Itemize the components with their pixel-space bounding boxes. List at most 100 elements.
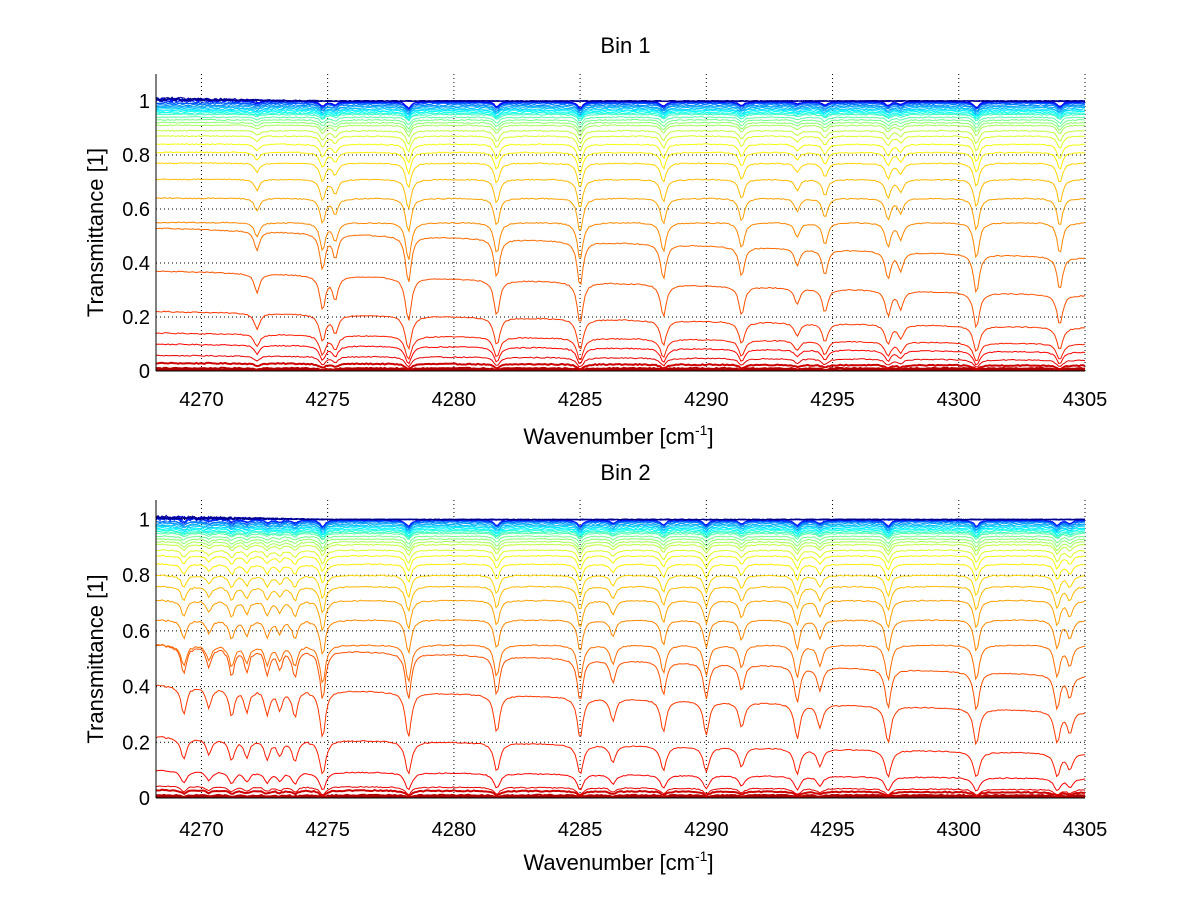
spectrum-line [155, 129, 1086, 146]
x-axis-label-suffix: ] [707, 424, 713, 449]
x-tick-label: 4285 [558, 819, 603, 841]
x-axis-label: Wavenumber [cm-1] [523, 422, 713, 449]
spectrum-line [155, 684, 1086, 746]
spectrum-line [155, 530, 1086, 540]
spectrum-line [155, 526, 1086, 535]
spectrum-line [155, 135, 1086, 153]
spectrum-line [155, 585, 1086, 614]
spectrum-line [155, 104, 1086, 112]
y-tick-label: 0 [139, 361, 150, 383]
spectrum-line [155, 785, 1086, 796]
y-tick-labels: 0 0.2 0.4 0.6 0.8 1 [122, 509, 150, 810]
spectrum-line [155, 514, 1085, 521]
x-tick-label: 4295 [810, 389, 855, 411]
spectrum-line [155, 532, 1086, 541]
x-axis-label-suffix: ] [707, 850, 713, 875]
spectrum-line [155, 525, 1086, 534]
y-tick-label: 0.8 [122, 565, 150, 587]
x-axis-label: Wavenumber [cm-1] [523, 848, 713, 875]
spectrum-line [155, 112, 1086, 121]
spectrum-line [155, 562, 1086, 584]
spectrum-line [156, 574, 1086, 600]
x-tick-label: 4275 [305, 819, 350, 841]
x-tick-label: 4305 [1063, 819, 1108, 841]
y-tick-label: 0.2 [122, 732, 150, 754]
y-tick-label: 1 [139, 509, 150, 531]
spectrum-line [155, 619, 1086, 655]
y-tick-label: 1 [139, 91, 150, 113]
spectrum-line [155, 524, 1086, 533]
spectrum-line [155, 769, 1086, 792]
spectrum-line [155, 521, 1086, 530]
spectrum-line [155, 736, 1086, 779]
y-tick-label: 0.8 [122, 145, 150, 167]
x-tick-label: 4290 [684, 389, 729, 411]
y-axis-label: Transmittance [1] [83, 574, 108, 743]
spectrum-line [155, 643, 1086, 684]
spectra-series [155, 514, 1086, 799]
spectrum-line [156, 540, 1086, 553]
spectrum-line [155, 105, 1086, 114]
x-tick-label: 4275 [305, 389, 350, 411]
y-tick-labels: 0 0.2 0.4 0.6 0.8 1 [122, 91, 150, 383]
axes-lines [155, 74, 1085, 372]
spectrum-line [155, 537, 1086, 549]
x-axis-label-superscript: -1 [695, 848, 708, 864]
y-tick-label: 0.4 [122, 253, 150, 275]
x-axis-label-text: Wavenumber [cm [523, 424, 695, 449]
x-tick-label: 4300 [937, 389, 982, 411]
spectrum-line [155, 118, 1086, 130]
spectrum-line [155, 197, 1086, 234]
spectrum-line [155, 97, 1086, 111]
spectrum-line [155, 543, 1086, 557]
spectrum-line [155, 121, 1086, 133]
spectrum-line [155, 535, 1086, 545]
x-tick-label: 4280 [432, 819, 477, 841]
spectrum-line [155, 270, 1086, 329]
spectrum-line [155, 343, 1086, 366]
plot-title: Bin 2 [600, 460, 650, 485]
y-axis-label: Transmittance [1] [83, 148, 108, 317]
spectrum-line [155, 162, 1086, 189]
spectrum-line [155, 108, 1086, 116]
spectrum-line [156, 522, 1086, 531]
x-tick-labels: 4270 4275 4280 4285 4290 4295 4300 4305 [179, 819, 1107, 841]
spectrum-line [155, 366, 1086, 372]
spectrum-line [155, 354, 1086, 368]
x-axis-label-text: Wavenumber [cm [523, 850, 695, 875]
spectrum-line [155, 143, 1086, 164]
spectrum-line [155, 549, 1086, 565]
spectrum-line [155, 116, 1086, 126]
x-tick-label: 4285 [558, 389, 603, 411]
spectrum-line [155, 113, 1086, 122]
spectrum-line [155, 795, 1086, 799]
spectrum-line [155, 151, 1086, 176]
x-tick-label: 4305 [1063, 389, 1108, 411]
spectrum-line [155, 96, 1086, 103]
spectrum-line [155, 332, 1086, 362]
spectrum-line [155, 178, 1086, 211]
spectrum-line [155, 528, 1086, 537]
x-tick-label: 4290 [684, 819, 729, 841]
x-tick-label: 4300 [937, 819, 982, 841]
spectrum-line [155, 227, 1086, 294]
spectrum-line [156, 310, 1086, 353]
spectrum-line [155, 554, 1086, 573]
spectrum-line [155, 529, 1086, 538]
spectrum-line [155, 124, 1086, 138]
spectrum-line [155, 599, 1086, 632]
x-tick-label: 4270 [179, 389, 224, 411]
spectrum-line [155, 221, 1086, 260]
x-axis-label-superscript: -1 [695, 422, 708, 438]
spectrum-line [155, 102, 1086, 111]
axes-lines [155, 500, 1085, 799]
spectrum-line [156, 110, 1086, 119]
y-tick-label: 0.6 [122, 621, 150, 643]
plot-title: Bin 1 [600, 33, 650, 58]
subplot-bin-2: 4270 4275 4280 4285 4290 4295 4300 4305 0 0.2 0.4… [83, 460, 1107, 875]
spectrum-line [155, 106, 1085, 115]
spectrum-line [155, 109, 1086, 118]
spectrum-line [155, 793, 1086, 799]
